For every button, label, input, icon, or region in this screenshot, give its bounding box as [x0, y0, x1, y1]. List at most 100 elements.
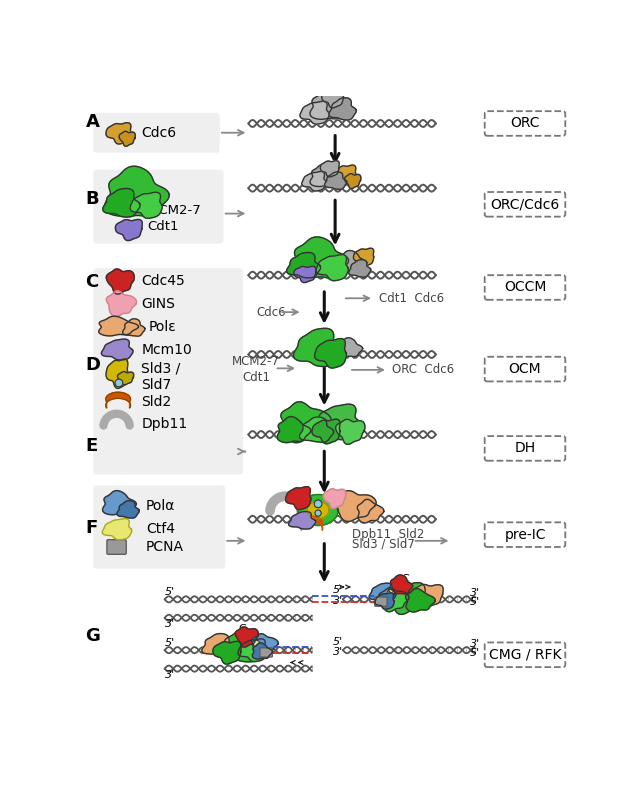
Polygon shape: [106, 359, 128, 389]
Text: 5': 5': [164, 638, 175, 648]
Polygon shape: [337, 251, 367, 273]
FancyBboxPatch shape: [485, 357, 565, 381]
Polygon shape: [105, 392, 131, 408]
Polygon shape: [411, 584, 443, 607]
Polygon shape: [323, 489, 346, 508]
Text: DH: DH: [514, 441, 535, 456]
Text: OCCM: OCCM: [504, 280, 546, 294]
Ellipse shape: [314, 500, 322, 508]
Polygon shape: [119, 132, 135, 146]
FancyBboxPatch shape: [485, 642, 565, 667]
Text: Mcm10: Mcm10: [142, 343, 192, 357]
Polygon shape: [99, 316, 138, 336]
Text: Cdc45: Cdc45: [142, 274, 185, 287]
Text: Polα: Polα: [146, 500, 175, 513]
Polygon shape: [310, 91, 347, 120]
Polygon shape: [293, 328, 341, 366]
Polygon shape: [334, 165, 356, 184]
Text: A: A: [86, 113, 100, 132]
FancyBboxPatch shape: [107, 539, 126, 555]
Polygon shape: [333, 491, 376, 521]
FancyBboxPatch shape: [93, 170, 224, 243]
Polygon shape: [354, 248, 373, 267]
Polygon shape: [302, 172, 326, 191]
Polygon shape: [369, 583, 396, 602]
Polygon shape: [286, 252, 321, 278]
Text: Dpb11  Sld2: Dpb11 Sld2: [352, 528, 425, 541]
Polygon shape: [235, 627, 258, 647]
Text: MCM2-7
Cdt1: MCM2-7 Cdt1: [232, 355, 280, 385]
Polygon shape: [102, 339, 133, 360]
Polygon shape: [117, 500, 139, 518]
Polygon shape: [358, 500, 384, 523]
FancyBboxPatch shape: [260, 648, 272, 657]
Polygon shape: [252, 643, 272, 659]
Text: pre-IC: pre-IC: [504, 527, 545, 542]
Ellipse shape: [115, 379, 123, 387]
Text: N: N: [204, 641, 213, 650]
Polygon shape: [406, 589, 436, 612]
Polygon shape: [298, 495, 338, 525]
Polygon shape: [281, 401, 331, 443]
Text: 3': 3': [333, 596, 343, 606]
FancyBboxPatch shape: [485, 275, 565, 300]
Polygon shape: [320, 160, 339, 177]
Polygon shape: [307, 502, 329, 519]
Polygon shape: [337, 338, 363, 357]
Text: Sld3 / Sld7: Sld3 / Sld7: [352, 537, 415, 551]
Text: 3': 3': [164, 670, 175, 680]
Polygon shape: [238, 639, 267, 662]
Polygon shape: [322, 89, 344, 108]
Text: Polε: Polε: [149, 320, 177, 334]
Text: Cdc6: Cdc6: [142, 126, 177, 140]
Polygon shape: [345, 174, 361, 188]
Polygon shape: [277, 417, 311, 443]
Text: 5': 5': [333, 585, 343, 595]
Text: 3': 3': [164, 619, 175, 629]
FancyBboxPatch shape: [485, 111, 565, 136]
Polygon shape: [106, 123, 131, 144]
Polygon shape: [314, 338, 347, 368]
FancyBboxPatch shape: [485, 436, 565, 460]
Text: Dpb11: Dpb11: [142, 417, 187, 431]
Text: 3': 3': [333, 646, 343, 657]
Text: Sld3 /
Sld7: Sld3 / Sld7: [142, 361, 180, 393]
Text: 3': 3': [470, 639, 480, 649]
Polygon shape: [389, 575, 413, 594]
Text: N: N: [434, 590, 443, 600]
Polygon shape: [106, 291, 137, 317]
Text: G: G: [86, 627, 100, 645]
Polygon shape: [105, 166, 169, 216]
Polygon shape: [103, 188, 140, 217]
Polygon shape: [117, 372, 133, 385]
Text: C: C: [86, 273, 99, 290]
Polygon shape: [349, 259, 371, 277]
Polygon shape: [116, 219, 142, 240]
Polygon shape: [300, 417, 333, 442]
Polygon shape: [288, 512, 316, 529]
Text: GINS: GINS: [142, 297, 175, 310]
Text: ORC/Cdc6: ORC/Cdc6: [490, 197, 559, 211]
Text: PCNA: PCNA: [146, 540, 184, 554]
Polygon shape: [316, 255, 348, 281]
Ellipse shape: [387, 590, 395, 597]
FancyBboxPatch shape: [485, 523, 565, 547]
Text: C: C: [238, 624, 246, 634]
Polygon shape: [301, 516, 323, 531]
Polygon shape: [106, 269, 134, 294]
Polygon shape: [329, 98, 356, 120]
Polygon shape: [310, 164, 340, 187]
Text: B: B: [86, 191, 99, 208]
Polygon shape: [300, 101, 329, 124]
Text: ORC  Cdc6: ORC Cdc6: [392, 363, 455, 377]
Polygon shape: [251, 634, 278, 654]
Text: CMG / RFK: CMG / RFK: [489, 648, 561, 662]
Polygon shape: [220, 630, 264, 662]
Polygon shape: [379, 588, 409, 612]
Text: D: D: [86, 356, 100, 374]
Text: 5': 5': [470, 648, 480, 658]
Ellipse shape: [252, 640, 260, 648]
Polygon shape: [314, 404, 361, 440]
Polygon shape: [383, 581, 425, 614]
FancyBboxPatch shape: [93, 113, 220, 152]
